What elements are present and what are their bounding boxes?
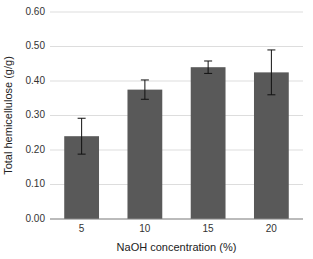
error-line [208,61,209,73]
y-tick-label: 0.00 [26,213,46,224]
y-tick-label: 0.40 [26,75,46,86]
x-tick-label: 15 [203,223,215,234]
error-cap [204,73,212,74]
bar [191,67,226,219]
plot-area [64,50,289,219]
y-tick-label: 0.20 [26,144,46,155]
grid-line [50,219,303,220]
x-tick-label: 5 [79,223,85,234]
error-bar [141,80,149,99]
grid-line [50,12,303,13]
x-axis-line [50,219,303,220]
error-bar [78,118,86,154]
error-cap [204,60,212,61]
error-bar [267,50,275,95]
grid-line [50,46,303,47]
bar [127,90,162,219]
error-cap [267,94,275,95]
x-tick-label: 10 [139,223,151,234]
y-tick-label: 0.60 [26,6,46,17]
chart-container: 0.00 0.10 0.20 0.30 0.40 0.50 0.60 5 10 15 20 NaOH … [0,0,313,259]
y-tick-label: 0.10 [26,178,46,189]
chart-svg: 0.00 0.10 0.20 0.30 0.40 0.50 0.60 5 10 15 20 NaOH … [0,0,313,259]
y-tick-label: 0.30 [26,109,46,120]
error-cap [267,49,275,50]
x-tick-label: 20 [266,223,278,234]
error-cap [141,99,149,100]
x-axis: 5 10 15 20 [50,219,303,234]
y-axis: 0.00 0.10 0.20 0.30 0.40 0.50 0.60 [26,6,46,224]
error-line [144,80,145,99]
page: {"chart_data": {"type": "bar", "categori… [0,0,313,259]
y-axis-label: Total hemicellulose (g/g) [2,56,14,175]
y-tick-label: 0.50 [26,40,46,51]
error-line [81,118,82,154]
error-line [271,50,272,95]
bar [254,72,289,219]
error-cap [78,118,86,119]
error-bar [204,61,212,73]
x-axis-label: NaOH concentration (%) [117,241,237,253]
grid [50,12,303,219]
error-cap [141,79,149,80]
error-cap [78,154,86,155]
